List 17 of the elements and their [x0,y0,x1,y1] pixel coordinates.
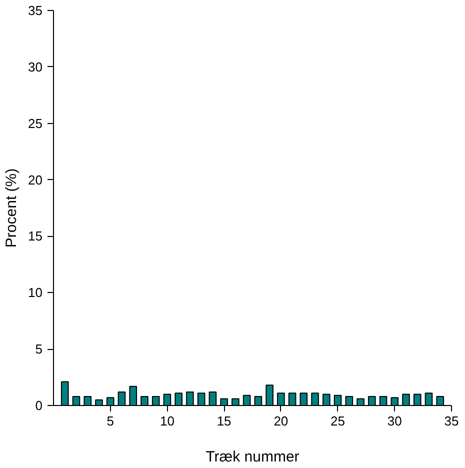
x-tick-label: 5 [106,414,114,428]
y-tick-label: 25 [28,116,43,131]
y-tick-label: 0 [35,398,43,413]
x-tick-label: 15 [216,414,232,428]
x-tick-label: 10 [160,414,174,428]
y-tick-label: 15 [28,228,43,244]
y-tick-label: 30 [28,59,43,74]
x-tick-label: 25 [330,414,346,428]
y-axis-title: Procent (%) [3,168,20,248]
x-tick-label: 20 [274,414,288,428]
x-tick-label: 35 [444,414,459,428]
y-tick-label: 20 [28,172,43,188]
y-tick-label: 10 [28,285,43,300]
x-axis-title: Træk nummer [206,448,300,466]
y-tick-label: 35 [28,3,43,18]
y-tick-label: 5 [35,342,43,357]
x-tick-label: 30 [387,414,402,428]
